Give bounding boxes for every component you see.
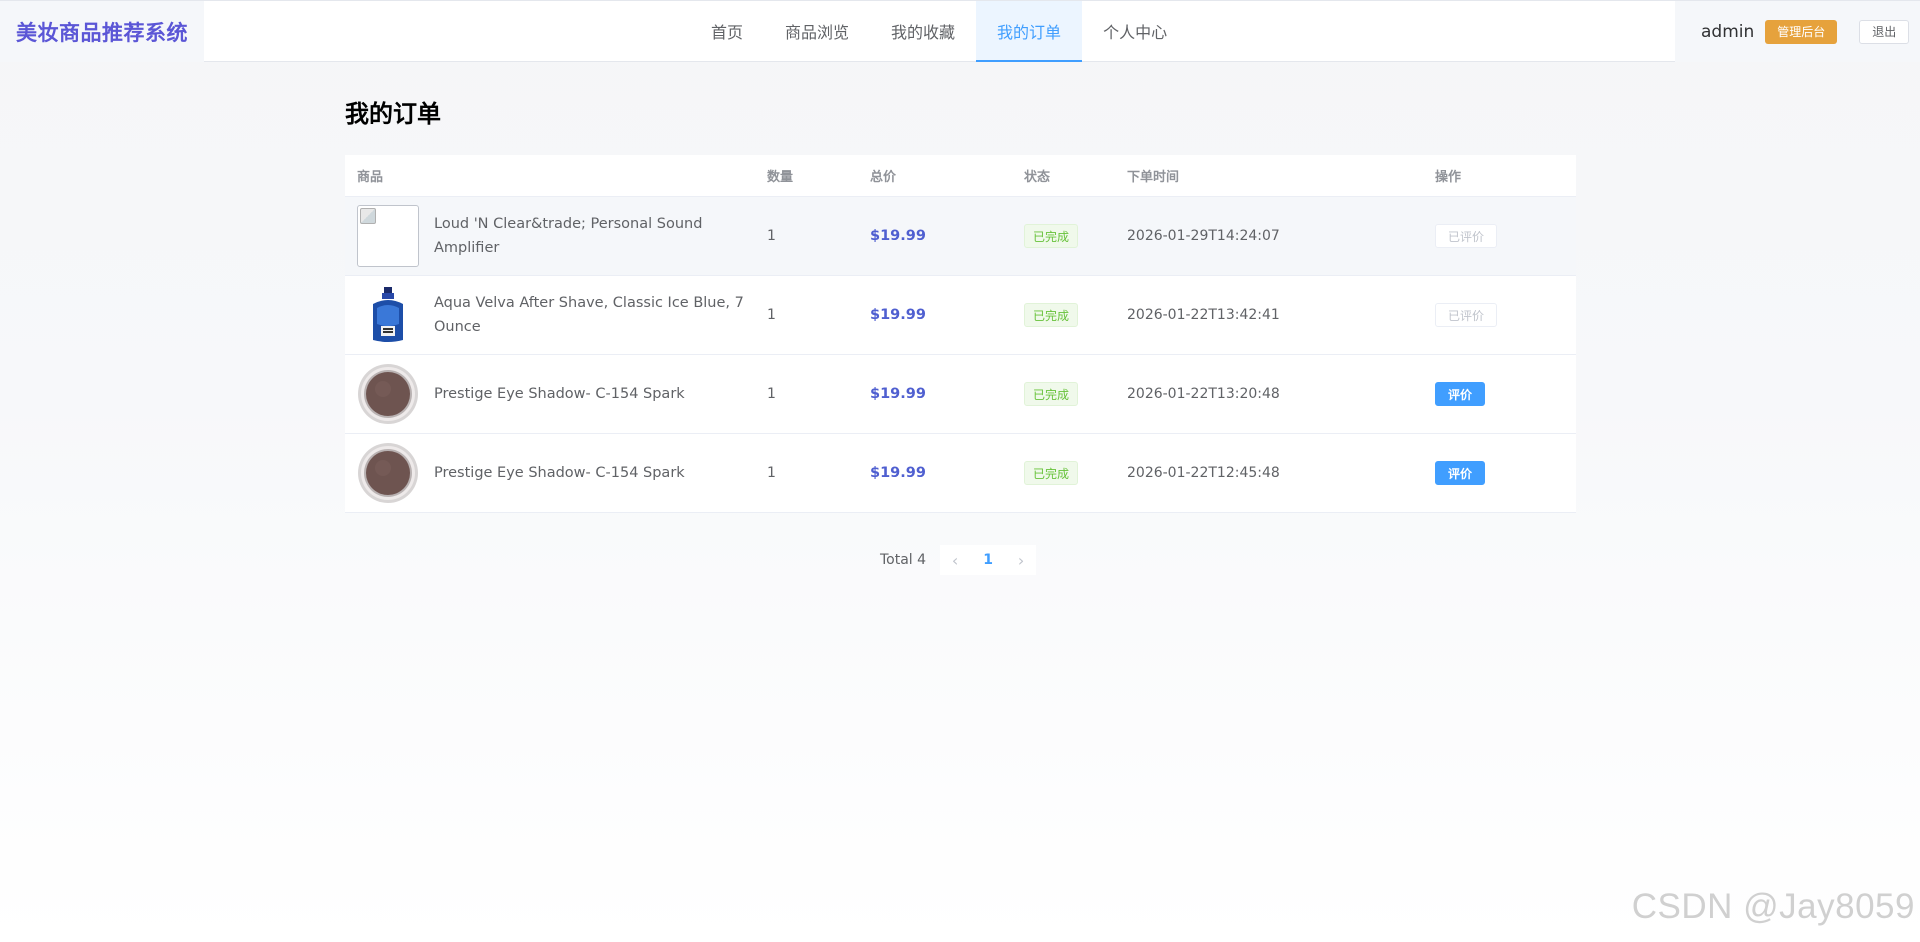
product-name[interactable]: Prestige Eye Shadow- C-154 Spark: [434, 465, 685, 481]
col-action: 操作: [1435, 170, 1462, 185]
order-time: 2026-01-29T14:24:07: [1127, 228, 1280, 244]
admin-dashboard-button[interactable]: 管理后台: [1765, 19, 1838, 44]
nav-orders[interactable]: 我的订单: [976, 1, 1083, 62]
aftershave-product-image[interactable]: [357, 284, 419, 346]
orders-table: 商品 数量 总价 状态 下单时间 操作 Loud 'N Clear&trade;…: [345, 155, 1576, 513]
chevron-left-icon[interactable]: ‹: [940, 545, 971, 575]
broken-image-icon: [357, 205, 419, 267]
status-badge: 已完成: [1024, 461, 1079, 485]
quantity: 1: [767, 307, 776, 323]
col-time: 下单时间: [1127, 170, 1180, 185]
table-header: 商品 数量 总价 状态 下单时间 操作: [345, 155, 1576, 197]
status-badge: 已完成: [1024, 303, 1079, 327]
order-time: 2026-01-22T13:42:41: [1127, 307, 1280, 323]
total-price: $19.99: [870, 465, 926, 481]
reviewed-button: 已评价: [1435, 303, 1498, 327]
nav-browse[interactable]: 商品浏览: [785, 22, 850, 42]
table-row: Loud 'N Clear&trade; Personal Sound Ampl…: [345, 197, 1576, 276]
total-price: $19.99: [870, 307, 926, 323]
nav-profile[interactable]: 个人中心: [1103, 22, 1168, 42]
top-header: 美妆商品推荐系统 首页 商品浏览 我的收藏 我的订单 个人中心 admin 管理…: [0, 0, 1920, 62]
status-badge: 已完成: [1024, 382, 1079, 406]
username: admin: [1701, 21, 1755, 42]
table-row: Prestige Eye Shadow- C-154 Spark 1 $19.9…: [345, 434, 1576, 513]
eyeshadow-product-image[interactable]: [357, 363, 419, 425]
watermark: CSDN @Jay8059: [1631, 887, 1915, 926]
total-price: $19.99: [870, 386, 926, 402]
review-button[interactable]: 评价: [1435, 461, 1486, 485]
user-area: admin 管理后台 退出: [1675, 1, 1920, 62]
col-qty: 数量: [767, 170, 794, 185]
total-price: $19.99: [870, 228, 926, 244]
nav-home[interactable]: 首页: [711, 22, 744, 42]
reviewed-button: 已评价: [1435, 224, 1498, 248]
col-total: 总价: [870, 170, 897, 185]
table-row: Prestige Eye Shadow- C-154 Spark 1 $19.9…: [345, 355, 1576, 434]
quantity: 1: [767, 386, 776, 402]
quantity: 1: [767, 228, 776, 244]
pagination-total: Total 4: [880, 552, 927, 568]
page-number-current[interactable]: 1: [970, 545, 1007, 575]
pagination: Total 4 ‹ 1 ›: [880, 544, 1037, 576]
product-name[interactable]: Loud 'N Clear&trade; Personal Sound Ampl…: [434, 216, 703, 256]
logout-button[interactable]: 退出: [1859, 19, 1910, 44]
order-time: 2026-01-22T13:20:48: [1127, 386, 1280, 402]
review-button[interactable]: 评价: [1435, 382, 1486, 406]
eyeshadow-product-image[interactable]: [357, 442, 419, 504]
status-badge: 已完成: [1024, 224, 1079, 248]
page-title: 我的订单: [345, 100, 441, 128]
product-name[interactable]: Aqua Velva After Shave, Classic Ice Blue…: [434, 295, 744, 335]
quantity: 1: [767, 465, 776, 481]
order-time: 2026-01-22T12:45:48: [1127, 465, 1280, 481]
main-nav: 首页 商品浏览 我的收藏 我的订单 个人中心: [690, 1, 1188, 62]
table-row: Aqua Velva After Shave, Classic Ice Blue…: [345, 276, 1576, 355]
col-status: 状态: [1024, 170, 1051, 185]
product-name[interactable]: Prestige Eye Shadow- C-154 Spark: [434, 386, 685, 402]
chevron-right-icon[interactable]: ›: [1006, 545, 1037, 575]
brand-logo[interactable]: 美妆商品推荐系统: [0, 1, 204, 62]
col-product: 商品: [357, 170, 384, 185]
nav-favorites[interactable]: 我的收藏: [891, 22, 956, 42]
